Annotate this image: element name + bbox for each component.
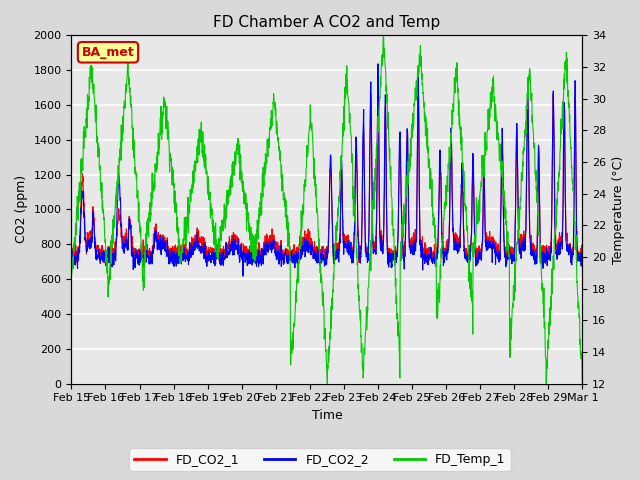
Title: FD Chamber A CO2 and Temp: FD Chamber A CO2 and Temp (213, 15, 440, 30)
Legend: FD_CO2_1, FD_CO2_2, FD_Temp_1: FD_CO2_1, FD_CO2_2, FD_Temp_1 (129, 448, 511, 471)
X-axis label: Time: Time (312, 409, 342, 422)
Y-axis label: Temperature (°C): Temperature (°C) (612, 156, 625, 264)
Text: BA_met: BA_met (82, 46, 134, 59)
Y-axis label: CO2 (ppm): CO2 (ppm) (15, 175, 28, 243)
